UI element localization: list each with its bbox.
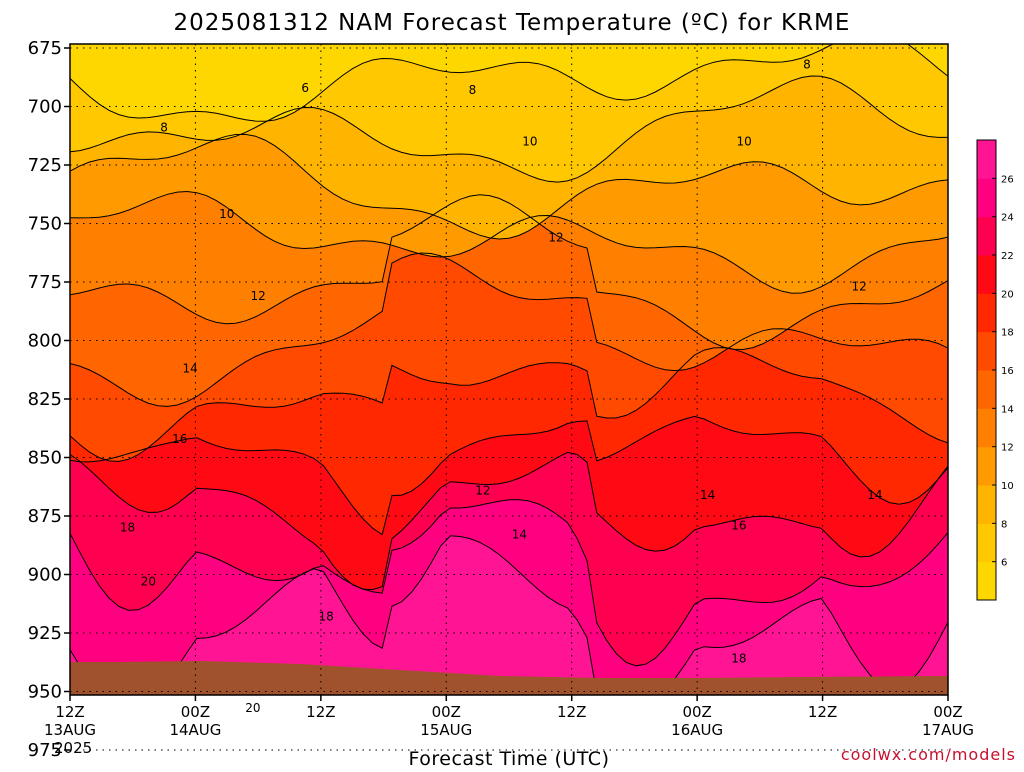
contour-line	[70, 194, 948, 351]
contour-label: 18	[120, 521, 135, 535]
contour-line	[70, 347, 948, 462]
colorbar-swatch	[977, 523, 996, 563]
plot-frame	[69, 43, 949, 696]
colorbar-swatch	[977, 293, 996, 333]
contour-label: 10	[219, 207, 234, 221]
x-tick-label: 15AUG	[420, 721, 472, 739]
contour-label: 14	[867, 488, 882, 502]
contour-line	[70, 133, 948, 240]
colorbar-swatch	[977, 216, 996, 256]
contour-label: 10	[522, 135, 537, 149]
chart-title: 2025081312 NAM Forecast Temperature (ºC)…	[174, 10, 851, 36]
colorbar-swatch	[977, 255, 996, 294]
y-tick-label: 775	[28, 272, 62, 293]
x-tick-label: 13AUG	[44, 721, 96, 739]
contour-label: 10	[737, 135, 752, 149]
contour-label: 8	[160, 121, 168, 135]
contour-line	[70, 75, 948, 183]
contour-label: 18	[731, 652, 746, 666]
colorbar-tick-label: 14	[1001, 404, 1014, 415]
contour-label: 12	[852, 280, 867, 294]
x-tick-label: 00Z	[181, 703, 210, 721]
contour-line	[70, 535, 948, 695]
colorbar-tick-label: 10	[1001, 481, 1014, 492]
x-tick-label: 12Z	[557, 703, 586, 721]
colorbar-swatch	[977, 408, 996, 448]
contour-label: 6	[301, 81, 309, 95]
y-tick-label: 950	[28, 682, 62, 703]
y-tick-label: 725	[28, 155, 62, 176]
y-tick-label: 675	[28, 38, 62, 59]
contour-line	[70, 499, 948, 667]
x-tick-label: 17AUG	[922, 721, 974, 739]
colorbar-swatch	[977, 485, 996, 524]
contour-label: 16	[731, 518, 746, 532]
x-tick-label: 12Z	[55, 703, 84, 721]
y-tick-label: 925	[28, 623, 62, 644]
contour-label: 20	[141, 575, 156, 589]
contour-label: 8	[803, 57, 811, 71]
colorbar-swatch	[977, 331, 996, 371]
colorbar-tick-label: 8	[1001, 519, 1007, 530]
contour-label: 14	[700, 488, 715, 502]
y-tick-label: 850	[28, 448, 62, 469]
colorbar-swatch	[977, 561, 996, 601]
x-tick-label: 00Z	[682, 703, 711, 721]
colorbar-swatch	[977, 446, 996, 486]
x-tick-label: 00Z	[933, 703, 962, 721]
contour-label: 12	[475, 483, 490, 497]
colorbar-swatch	[977, 140, 996, 179]
y-tick-label: 800	[28, 331, 62, 352]
contour-line	[70, 451, 948, 591]
colorbar-tick-label: 16	[1001, 366, 1014, 377]
contour-label: 8	[469, 83, 477, 97]
colorbar-tick-label: 22	[1001, 251, 1014, 262]
contour-label: 12	[548, 231, 563, 245]
colorbar: 6 8 10 12 14 16 18 20 22 24 26	[976, 139, 1014, 601]
contour-label: 20	[245, 701, 260, 715]
x-tick-label: 12Z	[808, 703, 837, 721]
credit-text: coolwx.com/models	[841, 745, 1016, 764]
x-tick-label: 2025	[54, 739, 92, 757]
x-tick-label: 14AUG	[169, 721, 221, 739]
contour-line	[70, 44, 948, 122]
y-axis: 675 700 725 750 775 800 825 850 875 900 925 950 975	[28, 38, 70, 761]
contour-line	[70, 190, 948, 294]
y-tick-label: 900	[28, 565, 62, 586]
contour-label: 18	[318, 610, 333, 624]
colorbar-tick-label: 6	[1001, 558, 1007, 569]
ground-layer	[70, 661, 948, 695]
colorbar-tick-label: 20	[1001, 289, 1014, 300]
contour-line	[70, 252, 948, 407]
contour-label: 14	[512, 528, 527, 542]
contour-label: 14	[183, 362, 198, 376]
x-axis-label: Forecast Time (UTC)	[409, 748, 610, 768]
colorbar-tick-label: 12	[1001, 443, 1014, 454]
colorbar-tick-label: 26	[1001, 174, 1014, 185]
x-tick-label: 00Z	[432, 703, 461, 721]
x-tick-label: 12Z	[306, 703, 335, 721]
y-tick-label: 975	[28, 740, 62, 761]
colorbar-swatch	[977, 370, 996, 409]
x-tick-label: 16AUG	[671, 721, 723, 739]
plot-area	[70, 44, 948, 695]
contour-line	[70, 415, 948, 536]
y-tick-label: 875	[28, 506, 62, 527]
contour-label: 16	[172, 432, 187, 446]
plot-overlay: 6 8 8 8 10 10 10 12 12 12 12 14 14 14 14 16 16 18 18 18 20 20	[70, 44, 948, 751]
y-tick-label: 825	[28, 389, 62, 410]
colorbar-tick-label: 24	[1001, 213, 1014, 224]
y-tick-label: 700	[28, 97, 62, 118]
contour-label: 12	[251, 289, 266, 303]
colorbar-tick-label: 18	[1001, 328, 1014, 339]
y-tick-label: 750	[28, 214, 62, 235]
temperature-band	[70, 44, 948, 122]
colorbar-swatch	[977, 178, 996, 218]
